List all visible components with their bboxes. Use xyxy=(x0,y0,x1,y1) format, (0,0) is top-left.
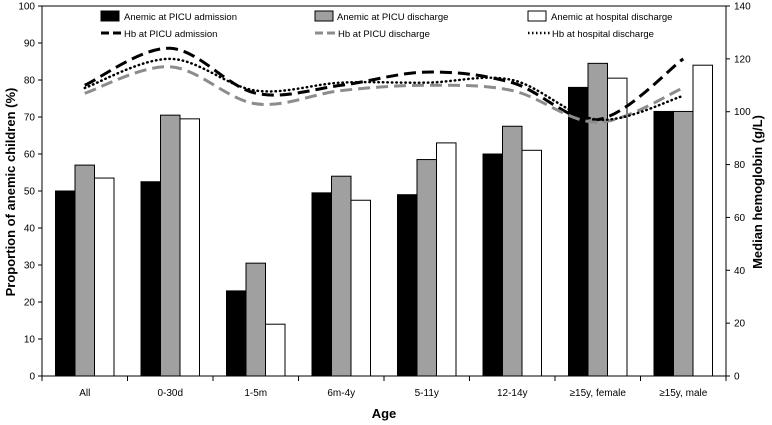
y-tick-label: 20 xyxy=(24,298,36,309)
bar-hospital-discharge xyxy=(436,142,457,377)
line-series-group xyxy=(83,46,685,124)
line-hb-hospital-discharge xyxy=(83,57,685,121)
legend-label-line-0: Hb at PICU admission xyxy=(124,29,217,40)
y-tick-label: 10 xyxy=(24,335,36,346)
x-tick-label: 0-30d xyxy=(157,388,183,399)
line-hb-picu-discharge xyxy=(84,65,684,124)
legend-label-bar-2: Anemic at hospital discharge xyxy=(551,12,672,23)
bar-picu-admission xyxy=(55,190,76,377)
legend-label-line-1: Hb at PICU discharge xyxy=(338,29,430,40)
y2-axis-title: Median hemoglobin (g/L) xyxy=(750,115,765,269)
y-tick-label: 0 xyxy=(29,372,35,383)
y2-tick-label: 80 xyxy=(734,160,746,171)
legend-swatch-bar-1 xyxy=(314,10,334,22)
bar-picu-admission xyxy=(140,181,161,377)
x-axis-title: Age xyxy=(372,406,397,421)
x-tick-label: 5-11y xyxy=(415,388,439,399)
x-tick-label: ≥15y, male xyxy=(659,388,708,399)
y2-tick-label: 100 xyxy=(734,107,751,118)
y2-tick-label: 60 xyxy=(734,213,746,224)
bar-hospital-discharge xyxy=(265,323,286,377)
y2-tick-label: 0 xyxy=(734,372,740,383)
bar-picu-discharge xyxy=(160,114,181,377)
bar-hospital-discharge xyxy=(179,118,200,377)
legend-swatch-bar-0 xyxy=(100,10,120,22)
bar-picu-admission xyxy=(568,86,589,377)
legend: Anemic at PICU admission Anemic at PICU … xyxy=(100,10,672,40)
x-tick-label: 12-14y xyxy=(497,388,528,399)
bar-hospital-discharge xyxy=(692,64,713,377)
y-tick-label: 40 xyxy=(24,224,36,235)
bar-picu-discharge xyxy=(502,125,523,377)
bar-picu-discharge xyxy=(74,164,95,377)
bar-picu-admission xyxy=(482,153,503,377)
y-tick-label: 30 xyxy=(24,261,36,272)
bar-hospital-discharge xyxy=(350,199,371,377)
x-tick-label: All xyxy=(79,388,90,399)
axes-group: 0 10 20 30 40 50 60 70 80 90 100 0 20 40 60 80 100 120 140… xyxy=(18,2,751,400)
y-tick-label: 60 xyxy=(24,150,36,161)
y-tick-label: 50 xyxy=(24,187,36,198)
bar-hospital-discharge xyxy=(94,177,115,377)
x-tick-label: 1-5m xyxy=(244,388,267,399)
bar-picu-discharge xyxy=(245,262,266,377)
y2-tick-label: 20 xyxy=(734,319,746,330)
bar-picu-admission xyxy=(311,192,332,377)
bar-picu-admission xyxy=(653,110,674,377)
y2-tick-label: 140 xyxy=(734,2,751,13)
legend-label-line-2: Hb at hospital discharge xyxy=(552,29,654,40)
y-tick-label: 100 xyxy=(18,2,35,13)
y-tick-label: 70 xyxy=(24,113,36,124)
y-tick-label: 80 xyxy=(24,76,36,87)
bar-picu-admission xyxy=(397,194,418,377)
bar-series-group xyxy=(55,62,713,377)
y-axis-title: Proportion of anemic children (%) xyxy=(3,88,18,297)
legend-label-bar-0: Anemic at PICU admission xyxy=(124,12,237,23)
bar-picu-discharge xyxy=(587,62,608,377)
bar-picu-discharge xyxy=(673,110,694,377)
legend-swatch-bar-2 xyxy=(527,10,547,22)
bar-picu-admission xyxy=(226,290,247,377)
y2-tick-label: 120 xyxy=(734,54,751,65)
legend-label-bar-1: Anemic at PICU discharge xyxy=(337,12,448,23)
x-tick-label: ≥15y, female xyxy=(570,388,627,399)
y2-tick-label: 40 xyxy=(734,266,746,277)
bar-picu-discharge xyxy=(416,159,437,377)
y-tick-label: 90 xyxy=(24,39,36,50)
bar-hospital-discharge xyxy=(521,149,542,377)
x-tick-label: 6m-4y xyxy=(327,388,355,399)
bar-picu-discharge xyxy=(331,175,352,377)
bar-hospital-discharge xyxy=(607,77,628,377)
